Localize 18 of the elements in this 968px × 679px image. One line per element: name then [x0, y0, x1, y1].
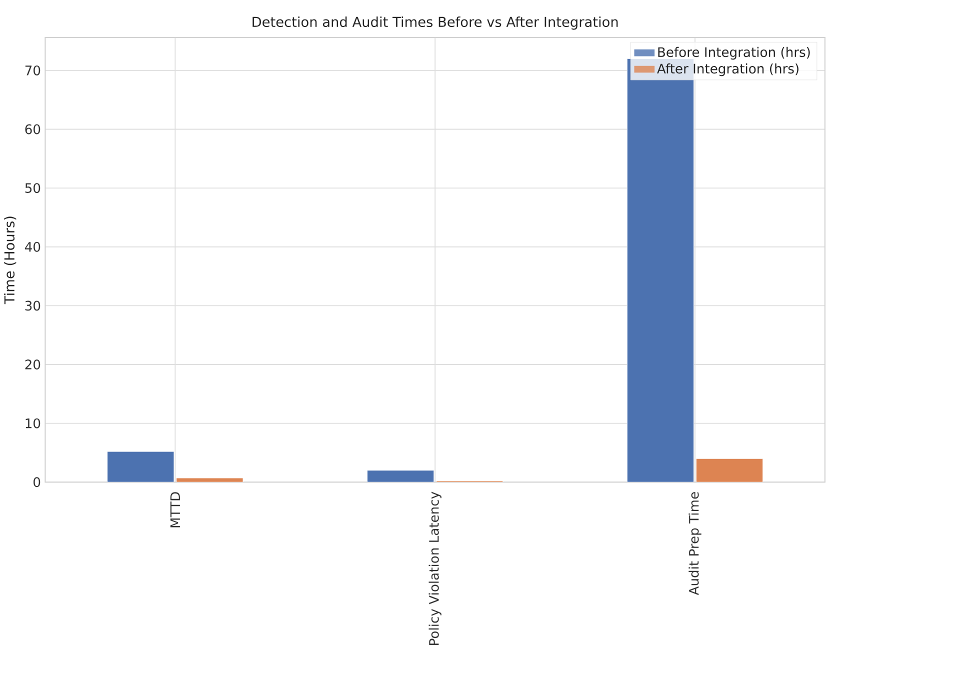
y-tick-label: 10: [26, 418, 40, 428]
x-tick-label: Policy Violation Latency: [428, 492, 442, 646]
y-tick-label: 0: [34, 477, 40, 488]
bar: [696, 458, 764, 482]
legend-label: Before Integration (hrs): [658, 47, 810, 60]
y-tick-label: 60: [25, 124, 40, 134]
x-tick-label: Audit Prep Time: [688, 492, 702, 596]
x-tick-label: MTTD: [170, 492, 180, 528]
y-tick-label: 30: [25, 300, 40, 311]
y-tick-label: 50: [25, 183, 40, 194]
bar: [107, 452, 174, 482]
y-axis-title: Time (Hours): [4, 216, 16, 304]
y-tick-label: 40: [24, 242, 40, 252]
chart-title: Detection and Audit Times Before vs After Integration: [252, 16, 618, 30]
bar: [367, 470, 434, 482]
legend-label: After Integration (hrs): [657, 64, 798, 76]
y-tick-label: 20: [25, 360, 40, 370]
y-tick-label: 70: [25, 66, 40, 76]
